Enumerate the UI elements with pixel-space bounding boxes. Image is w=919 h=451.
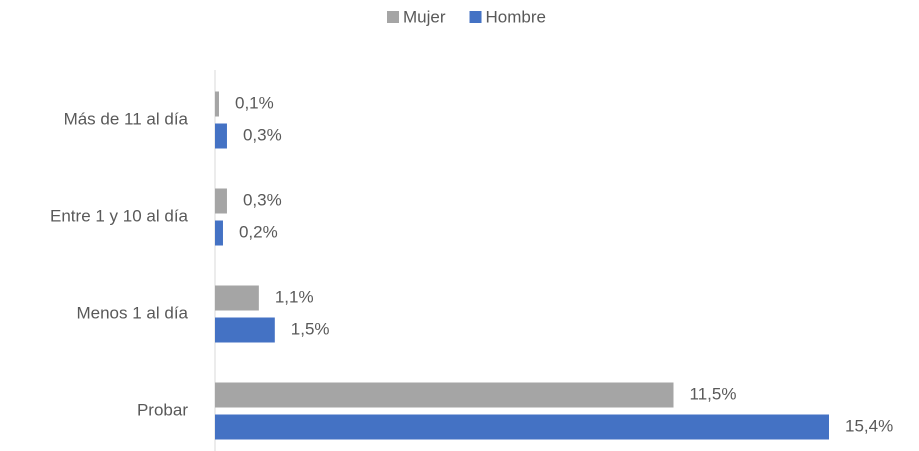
- legend-label: Mujer: [403, 7, 446, 26]
- legend-swatch: [469, 11, 482, 23]
- legend-swatch: [387, 11, 399, 23]
- value-label: 0,3%: [243, 190, 282, 209]
- category-label: Probar: [137, 400, 188, 419]
- bar: [215, 220, 223, 246]
- value-label: 0,2%: [239, 222, 278, 241]
- bar: [215, 123, 227, 149]
- category-label: Entre 1 y 10 al día: [50, 206, 189, 225]
- bar: [215, 414, 829, 440]
- category-label: Menos 1 al día: [76, 303, 188, 322]
- bar: [215, 188, 227, 214]
- value-label: 1,5%: [291, 319, 330, 338]
- bar: [215, 285, 259, 311]
- value-label: 0,3%: [243, 125, 282, 144]
- category-label: Más de 11 al día: [64, 109, 189, 128]
- value-label: 1,1%: [275, 287, 314, 306]
- bar: [215, 91, 219, 117]
- value-label: 11,5%: [690, 384, 737, 403]
- bar: [215, 382, 674, 408]
- bar: [215, 317, 275, 343]
- legend-label: Hombre: [486, 7, 546, 26]
- value-label: 15,4%: [845, 416, 893, 435]
- value-label: 0,1%: [235, 93, 274, 112]
